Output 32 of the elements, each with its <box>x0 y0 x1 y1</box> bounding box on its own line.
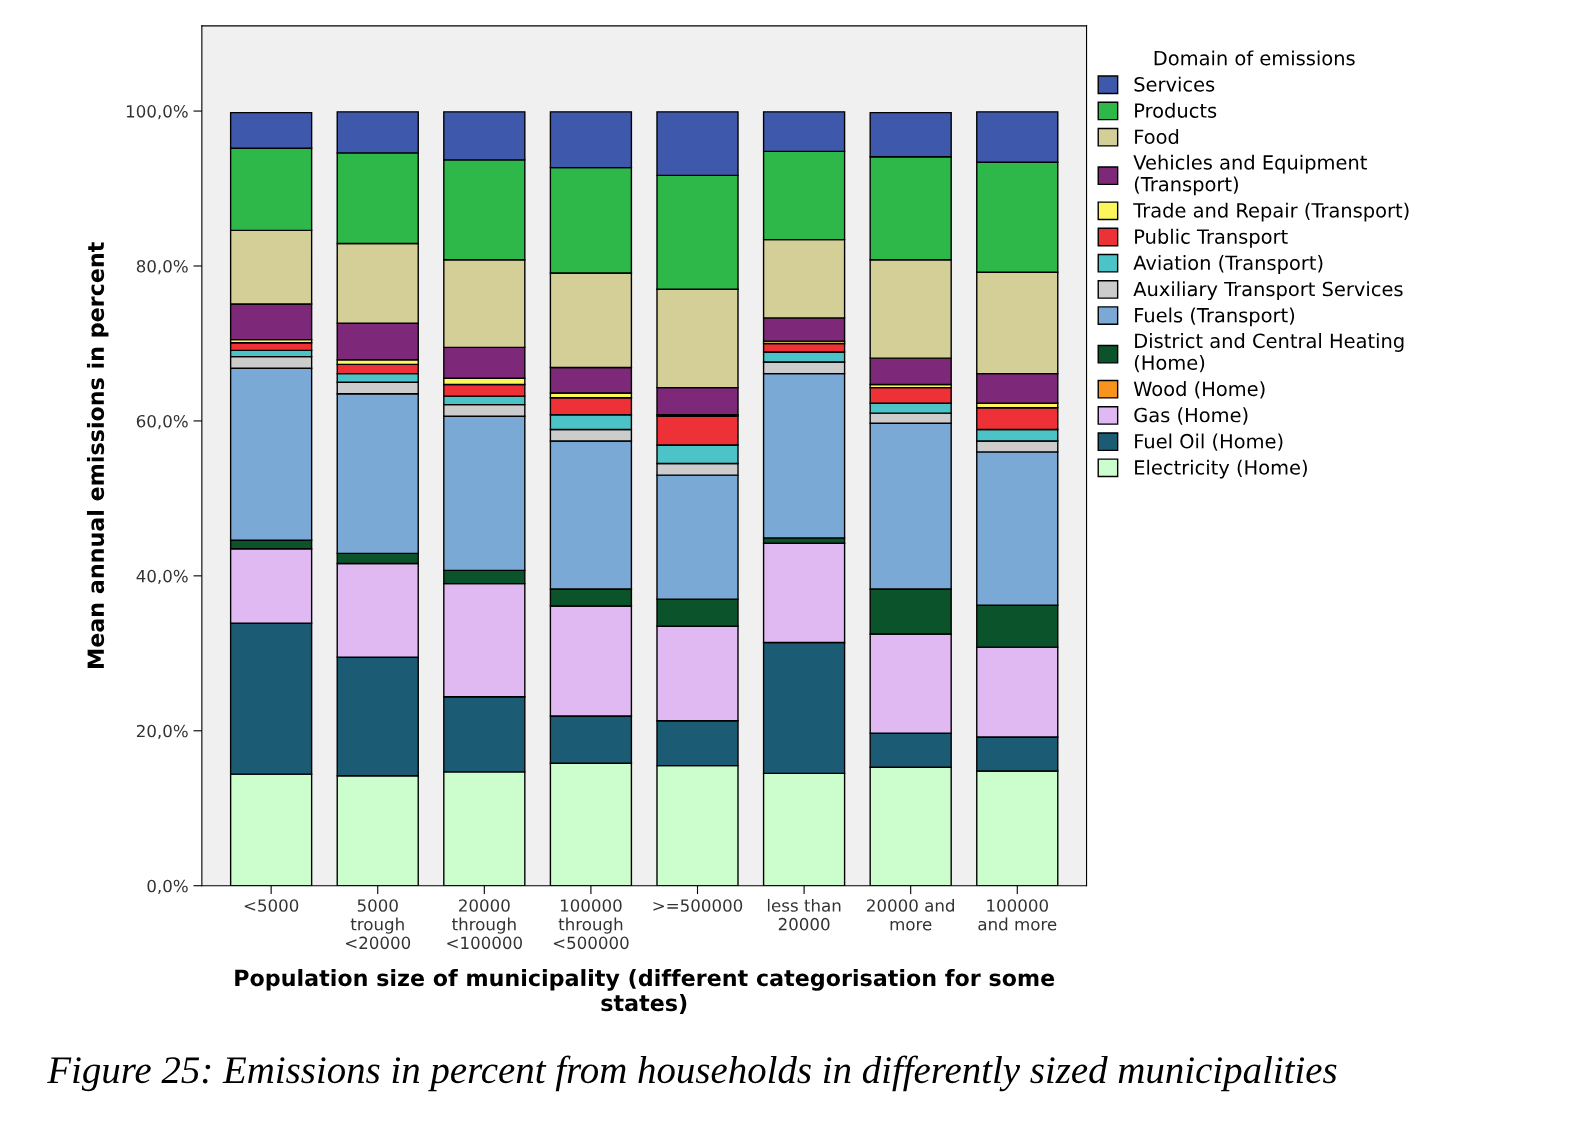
legend-label: Aviation (Transport) <box>1133 255 1323 274</box>
x-axis-title: Population size of municipality (different categorisation for some states) <box>235 969 1055 1014</box>
legend-label: District and Central Heating (Home) <box>1134 333 1404 373</box>
legend-label: Services <box>1134 76 1215 92</box>
x-tick-label: <5000 <box>244 899 299 912</box>
x-tick-label: 20000 and more <box>867 898 954 931</box>
legend-label: Gas (Home) <box>1134 407 1248 425</box>
legend-label: Fuel Oil (Home) <box>1135 433 1283 451</box>
y-tick-label: 40,0% <box>136 569 188 585</box>
legend-label: Products <box>1135 102 1217 118</box>
legend-label: Public Transport <box>1135 228 1288 248</box>
legend-label: Trade and Repair (Transport) <box>1133 202 1409 222</box>
y-tick-label: 100,0% <box>126 105 188 120</box>
legend-label: Fuels (Transport) <box>1135 307 1295 327</box>
x-tick-label: 20000 through <100000 <box>447 899 523 950</box>
x-tick-label: 5000 trough <20000 <box>346 899 411 950</box>
y-tick-label: 80,0% <box>136 259 188 275</box>
x-tick-label: less than 20000 <box>767 898 841 931</box>
x-tick-label: 100000 through <500000 <box>553 899 629 950</box>
legend-label: Food <box>1135 129 1179 145</box>
y-tick-label: 20,0% <box>136 724 188 740</box>
legend-title: Domain of emissions <box>1154 50 1355 66</box>
y-tick-label: 60,0% <box>136 414 188 430</box>
x-tick-label: >=500000 <box>653 899 743 912</box>
legend-label: Electricity (Home) <box>1135 459 1307 479</box>
legend-label: Wood (Home) <box>1133 381 1265 399</box>
legend-label: Vehicles and Equipment (Transport) <box>1133 154 1367 196</box>
legend-label: Auxiliary Transport Services <box>1133 281 1403 301</box>
y-axis-title: Mean annual emissions in percent <box>86 242 109 668</box>
x-tick-label: 100000 and more <box>978 899 1057 931</box>
y-tick-label: 0,0% <box>147 879 188 894</box>
caption: Figure 25: Emissions in percent from households in differently sized municipalities <box>47 1055 1337 1092</box>
